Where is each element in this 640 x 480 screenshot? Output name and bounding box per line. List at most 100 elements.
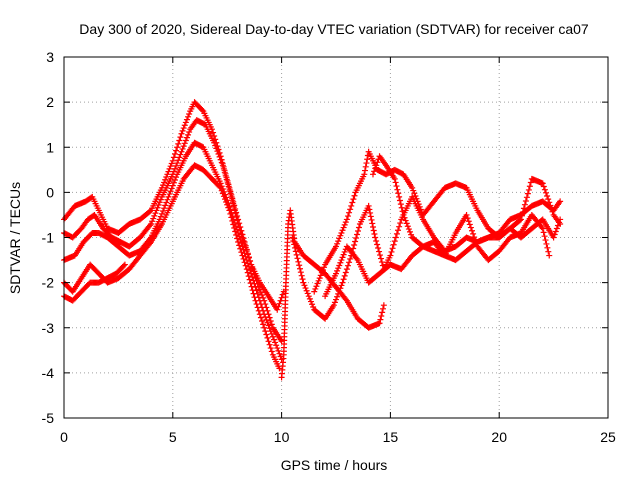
data-point <box>229 197 236 204</box>
data-point <box>348 202 355 209</box>
data-point <box>170 154 177 161</box>
data-point <box>342 219 349 226</box>
data-point <box>311 288 318 295</box>
data-point <box>361 171 368 178</box>
data-point <box>538 224 545 231</box>
data-point <box>309 301 316 308</box>
data-point <box>548 205 555 212</box>
data-point <box>243 266 250 273</box>
data-point <box>222 172 229 179</box>
data-point <box>148 220 155 227</box>
data-point <box>321 264 328 271</box>
data-point <box>267 317 274 324</box>
data-point <box>226 186 233 193</box>
satellite-track-9 <box>322 216 564 300</box>
satellite-track-8 <box>311 148 564 295</box>
data-point <box>260 321 267 328</box>
data-point <box>173 162 180 169</box>
y-tick-label: 2 <box>46 94 54 110</box>
data-point <box>315 277 322 284</box>
data-point <box>552 228 559 235</box>
data-point <box>176 154 183 161</box>
data-point <box>388 248 395 255</box>
data-point <box>415 201 422 208</box>
data-point <box>362 167 369 174</box>
data-point <box>411 190 418 197</box>
data-point <box>338 229 345 236</box>
data-point <box>225 204 232 211</box>
data-point <box>401 214 408 221</box>
data-point <box>120 262 127 269</box>
data-point <box>158 210 165 217</box>
data-point <box>310 303 317 310</box>
data-point <box>167 188 174 195</box>
data-point <box>255 307 262 314</box>
data-point <box>362 163 369 170</box>
data-point <box>259 317 266 324</box>
y-tick-label: -2 <box>42 275 55 291</box>
data-point <box>367 213 374 220</box>
data-point <box>155 202 162 209</box>
data-point <box>301 282 308 289</box>
data-point <box>298 272 305 279</box>
y-tick-label: 1 <box>46 139 54 155</box>
data-point <box>268 330 275 337</box>
data-point <box>546 252 553 259</box>
data-point <box>374 159 381 166</box>
data-point <box>265 322 272 329</box>
satellite-track-10 <box>369 153 553 264</box>
data-point <box>264 334 271 341</box>
data-point <box>268 321 275 328</box>
data-point <box>368 216 375 223</box>
data-point <box>289 234 296 241</box>
data-point <box>406 228 413 235</box>
data-point <box>553 225 560 232</box>
data-point <box>276 300 283 307</box>
data-point <box>353 235 360 242</box>
data-point <box>234 235 241 242</box>
data-point <box>257 314 264 321</box>
data-point <box>341 272 348 279</box>
data-point <box>171 151 178 158</box>
data-point <box>297 269 304 276</box>
data-point <box>291 244 298 251</box>
data-point <box>471 234 478 241</box>
data-point <box>303 287 310 294</box>
data-point <box>278 294 285 301</box>
data-point <box>186 110 193 117</box>
data-point <box>409 184 416 191</box>
data-point <box>366 206 373 213</box>
x-tick-label: 25 <box>600 429 616 445</box>
data-point <box>150 215 157 222</box>
data-point <box>338 282 345 289</box>
data-point <box>250 290 257 297</box>
data-point <box>554 222 561 229</box>
data-point <box>313 283 320 290</box>
data-point <box>151 212 158 219</box>
data-point <box>241 259 248 266</box>
x-tick-label: 5 <box>169 429 177 445</box>
data-point <box>389 245 396 252</box>
data-point <box>466 221 473 228</box>
data-point <box>249 287 256 294</box>
data-point <box>178 130 185 137</box>
data-point <box>350 196 357 203</box>
satellite-track-6 <box>278 207 387 381</box>
y-tick-label: -1 <box>42 230 55 246</box>
data-point <box>333 270 339 277</box>
data-point <box>343 216 350 223</box>
data-point <box>312 285 319 292</box>
data-point <box>216 183 223 190</box>
data-point <box>519 209 526 216</box>
data-point <box>351 242 358 249</box>
data-point <box>256 286 263 293</box>
data-point <box>251 294 258 301</box>
data-point <box>264 319 271 326</box>
data-point <box>213 145 220 152</box>
data-point <box>557 198 564 205</box>
data-point <box>399 208 406 215</box>
data-point <box>163 199 170 206</box>
satellite-track-4 <box>61 162 283 372</box>
data-point <box>372 165 379 172</box>
data-point <box>363 160 370 167</box>
